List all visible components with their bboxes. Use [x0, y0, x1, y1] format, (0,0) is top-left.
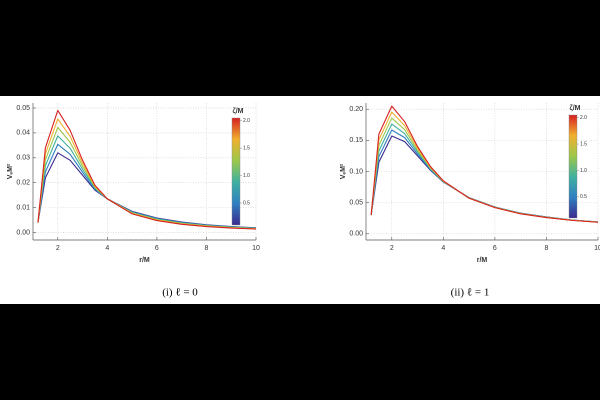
y-tick-label: 0.01	[16, 204, 30, 211]
y-axis-label: VₑM²	[7, 163, 14, 179]
y-tick-label: 0.20	[349, 106, 363, 113]
caption: (i) ℓ = 0	[162, 287, 198, 299]
x-axis-label: r/M	[139, 257, 150, 264]
x-tick-label: 4	[105, 245, 109, 252]
colorbar-title: ζ/M	[233, 108, 244, 115]
colorbar-tick-label: 1.5	[243, 146, 250, 152]
y-tick-label: 0.02	[16, 180, 30, 187]
x-axis-label: r/M	[477, 257, 488, 264]
y-tick-label: 0.04	[16, 130, 30, 137]
data-line	[37, 109, 257, 230]
y-tick-label: 0.00	[349, 231, 363, 238]
colorbar-tick-label: 2.0	[580, 115, 587, 121]
colorbar-tick-label: 1.0	[580, 168, 587, 174]
x-tick-label: 8	[204, 245, 208, 252]
top-band	[0, 0, 600, 96]
y-tick-label: 0.03	[16, 155, 30, 162]
colorbar	[231, 117, 241, 226]
colorbar-tick-label: 2.0	[243, 118, 250, 124]
caption: (ii) ℓ = 1	[451, 287, 490, 299]
y-tick-label: 0.05	[349, 199, 363, 206]
x-tick-label: 10	[252, 245, 260, 252]
colorbar-tick-label: 1.5	[580, 141, 587, 147]
y-tick-label: 0.15	[349, 137, 363, 144]
bottom-band	[0, 304, 600, 400]
y-tick-label: 0.10	[349, 168, 363, 175]
x-tick-label: 6	[155, 245, 159, 252]
x-tick-label: 8	[544, 245, 548, 252]
x-tick-label: 6	[493, 245, 497, 252]
x-tick-label: 2	[56, 245, 60, 252]
x-tick-label: 2	[390, 245, 394, 252]
colorbar	[568, 114, 578, 219]
x-tick-label: 4	[441, 245, 445, 252]
colorbar-title: ζ/M	[570, 105, 581, 112]
y-tick-label: 0.05	[16, 105, 30, 112]
x-tick-label: 10	[594, 245, 600, 252]
y-axis-label: VₑM²	[340, 163, 347, 179]
colorbar-tick-label: 0.5	[243, 200, 250, 206]
colorbar-tick-label: 0.5	[580, 194, 587, 200]
colorbar-tick-label: 1.0	[243, 173, 250, 179]
y-tick-label: 0.00	[16, 229, 30, 236]
data-line	[370, 105, 599, 223]
